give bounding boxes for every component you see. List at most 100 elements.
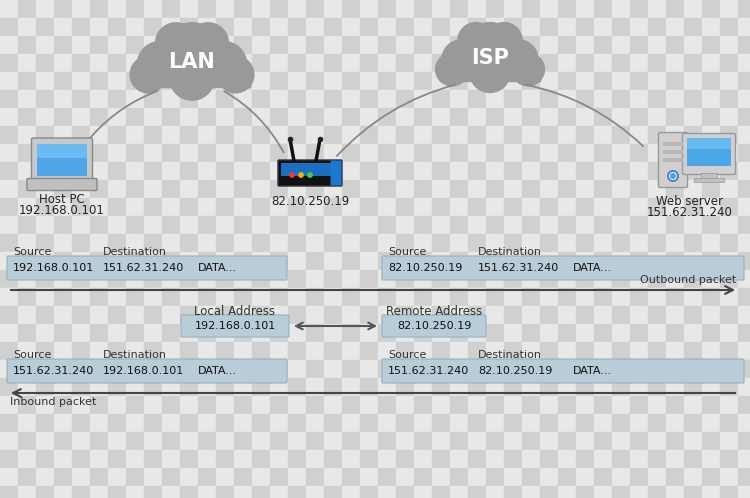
Bar [486,90,504,108]
Bar [648,342,666,360]
Bar [576,360,594,378]
Bar [144,414,162,432]
Bar [108,450,126,468]
Bar [504,306,522,324]
Bar [0,324,18,342]
Bar [54,126,72,144]
Text: LAN: LAN [169,52,215,72]
Bar [288,180,306,198]
Bar [432,270,450,288]
Bar [486,324,504,342]
Bar [432,36,450,54]
Bar [522,378,540,396]
Bar [306,72,324,90]
Bar [198,0,216,18]
Bar [108,198,126,216]
Bar [288,450,306,468]
Bar [648,288,666,306]
Bar [504,468,522,486]
Bar [738,450,750,468]
Circle shape [155,22,197,64]
Bar [576,180,594,198]
Bar [216,450,234,468]
Bar [540,270,558,288]
Bar [486,378,504,396]
Text: DATA...: DATA... [573,263,612,273]
Text: Destination: Destination [478,247,542,257]
Bar [720,432,738,450]
Bar [306,414,324,432]
Bar [18,180,36,198]
Bar [702,198,720,216]
Bar [90,450,108,468]
Bar [342,396,360,414]
Bar [576,450,594,468]
Bar [180,18,198,36]
Bar [90,0,108,18]
Bar [432,126,450,144]
Bar [288,198,306,216]
Bar [252,126,270,144]
Bar [180,0,198,18]
Bar [198,54,216,72]
Bar [396,108,414,126]
Bar [108,234,126,252]
Bar [540,288,558,306]
Bar [666,324,684,342]
Bar [198,288,216,306]
Bar [702,432,720,450]
Bar [306,162,324,180]
Bar [252,252,270,270]
Bar [414,36,432,54]
Bar [342,432,360,450]
Bar [324,486,342,498]
Bar [702,0,720,18]
Bar [594,270,612,288]
Bar [216,414,234,432]
Bar [684,288,702,306]
Bar [720,378,738,396]
Bar [90,126,108,144]
Bar [540,252,558,270]
Bar [36,90,54,108]
Bar [108,468,126,486]
Bar [432,288,450,306]
Bar [126,306,144,324]
Bar [378,414,396,432]
Bar [522,162,540,180]
Bar [144,180,162,198]
Bar [594,162,612,180]
Bar [378,180,396,198]
Bar [414,18,432,36]
Bar [126,126,144,144]
Bar [720,270,738,288]
Bar [576,468,594,486]
Bar [594,450,612,468]
Bar [702,306,720,324]
Bar [630,306,648,324]
Circle shape [670,173,676,179]
Bar [540,0,558,18]
Bar [522,72,540,90]
Bar [54,198,72,216]
Bar [486,126,504,144]
Bar [630,252,648,270]
Bar [576,216,594,234]
Bar [666,252,684,270]
Bar [648,90,666,108]
Bar [54,432,72,450]
Bar [504,216,522,234]
Bar [72,468,90,486]
Bar [306,324,324,342]
Bar [216,126,234,144]
Bar [702,396,720,414]
Bar [522,252,540,270]
Bar [594,324,612,342]
Bar [612,18,630,36]
Bar [126,252,144,270]
Bar [576,342,594,360]
Bar [198,216,216,234]
Bar [684,360,702,378]
Bar [432,252,450,270]
Bar [648,396,666,414]
